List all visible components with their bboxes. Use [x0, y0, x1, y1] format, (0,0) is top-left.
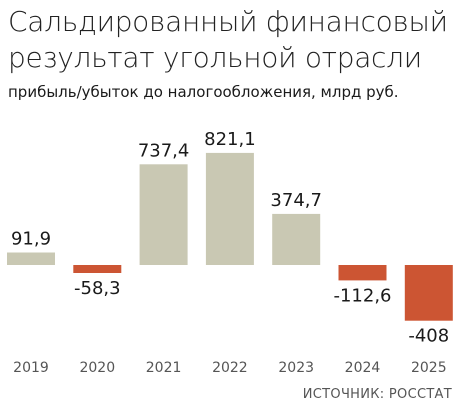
x-tick-2020: 2020 — [79, 360, 115, 376]
bar-2022 — [205, 152, 254, 265]
data-label-2023: 374,7 — [270, 190, 322, 211]
bar-2020 — [73, 265, 122, 273]
x-tick-2021: 2021 — [146, 360, 182, 376]
source-note: ИСТОЧНИК: РОССТАТ — [302, 387, 452, 402]
bar-2024 — [338, 265, 387, 281]
bar-2019 — [7, 252, 55, 265]
data-label-2019: 91,9 — [11, 229, 51, 250]
bar-2023 — [272, 213, 321, 265]
x-tick-2022: 2022 — [212, 360, 248, 376]
data-label-2020: -58,3 — [74, 278, 121, 299]
data-label-2021: 737,4 — [138, 140, 190, 161]
x-tick-2023: 2023 — [278, 360, 314, 376]
bar-2021 — [139, 164, 188, 265]
x-tick-2019: 2019 — [13, 360, 49, 376]
x-tick-2024: 2024 — [345, 360, 381, 376]
data-label-2025: -408 — [408, 326, 449, 347]
data-label-2022: 821,1 — [204, 129, 256, 150]
chart-subtitle: прибыль/убыток до налогообложения, млрд … — [8, 83, 399, 101]
x-tick-2025: 2025 — [411, 360, 447, 376]
bar-2025 — [404, 265, 453, 321]
chart-title: Сальдированный финансовый результат угол… — [8, 5, 448, 74]
data-label-2024: -112,6 — [333, 285, 391, 306]
